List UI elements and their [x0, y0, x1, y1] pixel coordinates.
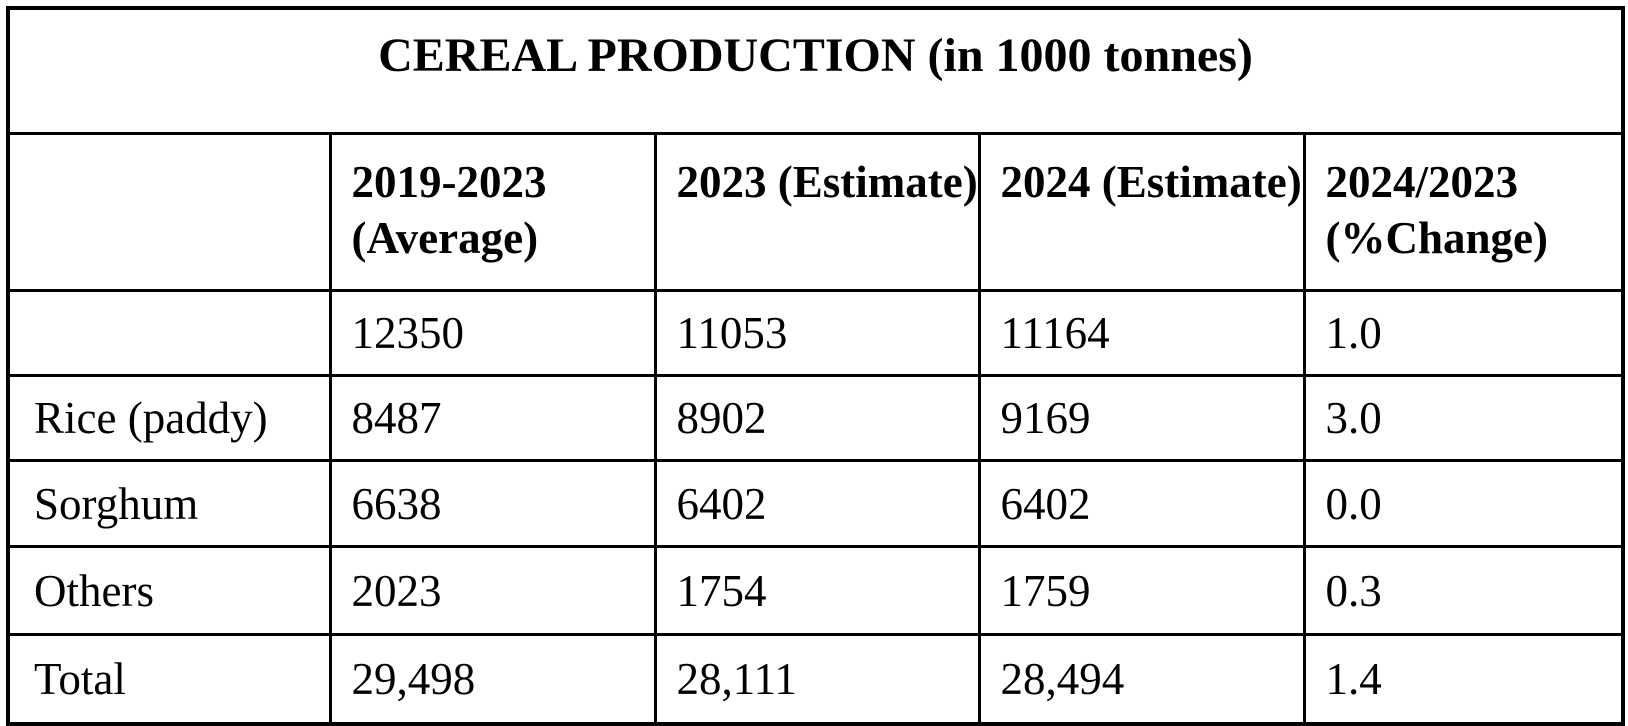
data-cell: 0.3	[1302, 545, 1625, 636]
data-cell: 6402	[653, 459, 981, 548]
row-label: Rice (paddy)	[6, 374, 332, 462]
data-cell: 0.0	[1302, 459, 1625, 548]
title-row: CEREAL PRODUCTION (in 1000 tonnes)	[6, 6, 1625, 135]
column-header-average: 2019-2023 (Average)	[328, 132, 657, 292]
column-header-text: (Average)	[351, 212, 539, 263]
data-cell: 2023	[328, 545, 657, 636]
data-cell: 8902	[653, 374, 981, 462]
column-header-percent-change: 2024/2023 (%Change)	[1302, 132, 1625, 292]
column-header-text: 2024/2023	[1325, 157, 1519, 207]
header-row: 2019-2023 (Average) 2023 (Estimate) 2024…	[6, 132, 1625, 292]
data-cell: 29,498	[328, 633, 657, 726]
data-cell: 3.0	[1302, 374, 1625, 462]
column-header-2024-estimate: 2024 (Estimate)	[977, 132, 1306, 292]
data-cell: 1759	[977, 545, 1306, 636]
data-cell: 28,111	[653, 633, 981, 726]
column-header-text: 2019-2023	[351, 157, 547, 207]
data-cell: 28,494	[977, 633, 1306, 726]
data-cell: 11164	[977, 289, 1306, 377]
table-row: Total 29,498 28,111 28,494 1.4	[6, 633, 1625, 726]
data-cell: 6638	[328, 459, 657, 548]
column-header-text: 2023 (Estimate)	[676, 157, 978, 207]
row-label: Others	[6, 545, 332, 636]
column-header-text: (%Change)	[1325, 212, 1549, 263]
data-cell: 8487	[328, 374, 657, 462]
data-cell: 12350	[328, 289, 657, 377]
column-header-text: 2024 (Estimate)	[1000, 157, 1302, 207]
row-label: Total	[6, 633, 332, 726]
data-cell: 1754	[653, 545, 981, 636]
data-cell: 1.4	[1302, 633, 1625, 726]
document-page: CEREAL PRODUCTION (in 1000 tonnes) 2019-…	[6, 6, 1626, 726]
table-row: Sorghum 6638 6402 6402 0.0	[6, 459, 1625, 548]
row-label	[6, 289, 332, 377]
data-cell: 11053	[653, 289, 981, 377]
data-cell: 6402	[977, 459, 1306, 548]
cereal-production-table: CEREAL PRODUCTION (in 1000 tonnes) 2019-…	[6, 6, 1626, 726]
table-row: 12350 11053 11164 1.0	[6, 289, 1625, 377]
column-header-blank	[6, 132, 332, 292]
column-header-2023-estimate: 2023 (Estimate)	[653, 132, 981, 292]
table-title: CEREAL PRODUCTION (in 1000 tonnes)	[6, 6, 1625, 135]
row-label: Sorghum	[6, 459, 332, 548]
data-cell: 9169	[977, 374, 1306, 462]
data-cell: 1.0	[1302, 289, 1625, 377]
table-row: Others 2023 1754 1759 0.3	[6, 545, 1625, 636]
table-row: Rice (paddy) 8487 8902 9169 3.0	[6, 374, 1625, 462]
